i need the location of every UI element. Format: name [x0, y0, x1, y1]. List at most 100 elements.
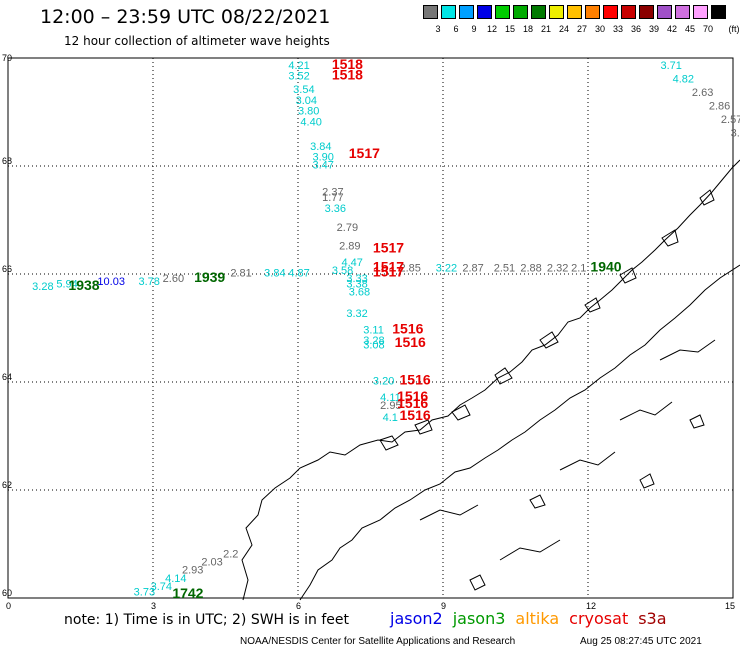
legend-label: 15 [504, 24, 515, 34]
lon-tick-label: 3 [151, 601, 156, 611]
legend-swatch [603, 5, 618, 19]
pass-time-label: 1517 [373, 264, 404, 280]
legend-label: 21 [540, 24, 551, 34]
wave-height-label: 3.84 [264, 268, 285, 280]
credit-text: NOAA/NESDIS Center for Satellite Applica… [240, 636, 516, 647]
wave-height-label: 3.20 [373, 376, 394, 388]
wave-height-label: 3.08 [363, 340, 384, 352]
wave-height-label: 3.38 [346, 279, 367, 291]
pass-time-label: 1516 [397, 395, 428, 411]
wave-height-label: 2.03 [201, 557, 222, 569]
pass-time-label: 1516 [395, 334, 426, 350]
legend-label: 39 [648, 24, 659, 34]
satellite-key: jason2 jason3 altika cryosat s3a [390, 609, 677, 628]
coastline-main [241, 159, 740, 601]
latitude-labels: 70 68 66 64 62 60 [2, 53, 12, 598]
legend-swatch [675, 5, 690, 19]
legend-swatch [567, 5, 582, 19]
wave-height-label: 2.63 [692, 87, 713, 99]
wave-height-label: 3.68 [349, 287, 370, 299]
observation-labels: 4.213.523.543.043.804.403.843.903.472.37… [32, 56, 740, 601]
pass-time-label: 1517 [349, 145, 380, 161]
fjord [619, 401, 673, 421]
wave-height-label: 4.1 [383, 412, 398, 424]
wave-height-label: 2.81 [230, 268, 251, 280]
wave-height-label: 3.80 [298, 106, 319, 118]
wave-height-label: 4.14 [165, 573, 186, 585]
wave-height-label: 2.51 [494, 262, 515, 274]
lake [469, 574, 486, 591]
lake [639, 473, 655, 489]
legend-swatch [531, 5, 546, 19]
wave-height-label: 10.03 [97, 276, 125, 288]
pass-time-label: 1516 [397, 388, 428, 404]
island [619, 267, 637, 284]
pass-time-label: 1517 [373, 239, 404, 255]
legend-label: 36 [630, 24, 641, 34]
wave-height-label: 2.32 [547, 262, 568, 274]
wave-height-label: 3.84 [310, 141, 331, 153]
pass-time-label: 1517 [373, 258, 404, 274]
island [661, 229, 679, 247]
wave-height-label: 4.11 [380, 392, 401, 404]
legend-label: 33 [612, 24, 623, 34]
wave-height-label: 4.82 [673, 73, 694, 85]
wave-height-label: 4.47 [342, 257, 363, 269]
wave-height-label: 2.87 [462, 262, 483, 274]
legend-swatch [459, 5, 474, 19]
satellite-name: cryosat [569, 609, 629, 628]
legend-label: 6 [453, 24, 459, 34]
pass-time-label: 1938 [68, 277, 99, 293]
island [584, 297, 601, 313]
wave-height-label: 5.94 [56, 279, 77, 291]
lake [529, 494, 546, 509]
map-title: 12:00 – 23:59 UTC 08/22/2021 [40, 6, 331, 28]
timestamp-text: Aug 25 08:27:45 UTC 2021 [580, 636, 702, 647]
legend-label: 45 [684, 24, 695, 34]
wave-height-label: 2.57 [721, 114, 740, 126]
wave-height-label: 3.71 [661, 60, 682, 72]
fjord [499, 539, 561, 561]
legend-swatch [621, 5, 636, 19]
lat-tick-label: 64 [2, 372, 12, 382]
legend-label: 30 [594, 24, 605, 34]
legend-label: 12 [486, 24, 497, 34]
satellite-name: altika [515, 609, 560, 628]
legend-swatch [495, 5, 510, 19]
wave-height-label: 2.85 [400, 262, 421, 274]
legend-swatch [441, 5, 456, 19]
note-text: note: 1) Time is in UTC; 2) SWH is in fe… [64, 612, 350, 628]
wave-height-label: 3.78 [139, 276, 160, 288]
wave-height-label: 3.47 [313, 160, 334, 172]
wave-height-label: 2.2 [223, 549, 238, 561]
lat-tick-label: 66 [2, 264, 12, 274]
legend-label: 70 [702, 24, 713, 34]
pass-time-label: 1939 [194, 269, 225, 285]
legend-swatch [711, 5, 726, 19]
pass-time-label: 1516 [400, 372, 431, 388]
wave-height-label: 2.95 [380, 400, 401, 412]
wave-height-label: 1.77 [322, 192, 343, 204]
wave-height-label: 3.32 [346, 308, 367, 320]
wave-height-label: 2.1 [571, 262, 586, 274]
lat-tick-label: 62 [2, 480, 12, 490]
fjord [559, 451, 616, 471]
wave-height-label: 3.36 [325, 203, 346, 215]
island [699, 189, 715, 206]
pass-time-label: 1742 [172, 585, 203, 601]
legend-unit: (ft) [728, 24, 740, 34]
pass-time-label: 1518 [332, 67, 363, 83]
wave-height-label: 3.52 [288, 71, 309, 83]
island [539, 331, 559, 349]
pass-time-label: 1940 [590, 258, 621, 274]
wave-height-label: 3.28 [32, 281, 53, 293]
lat-tick-label: 68 [2, 156, 12, 166]
island [414, 419, 433, 435]
wave-height-label: 2.60 [163, 273, 184, 285]
legend-swatch [423, 5, 438, 19]
wave-height-label: 3.0 [731, 127, 740, 139]
island [451, 404, 471, 421]
legend-swatch [693, 5, 708, 19]
legend-swatch [513, 5, 528, 19]
